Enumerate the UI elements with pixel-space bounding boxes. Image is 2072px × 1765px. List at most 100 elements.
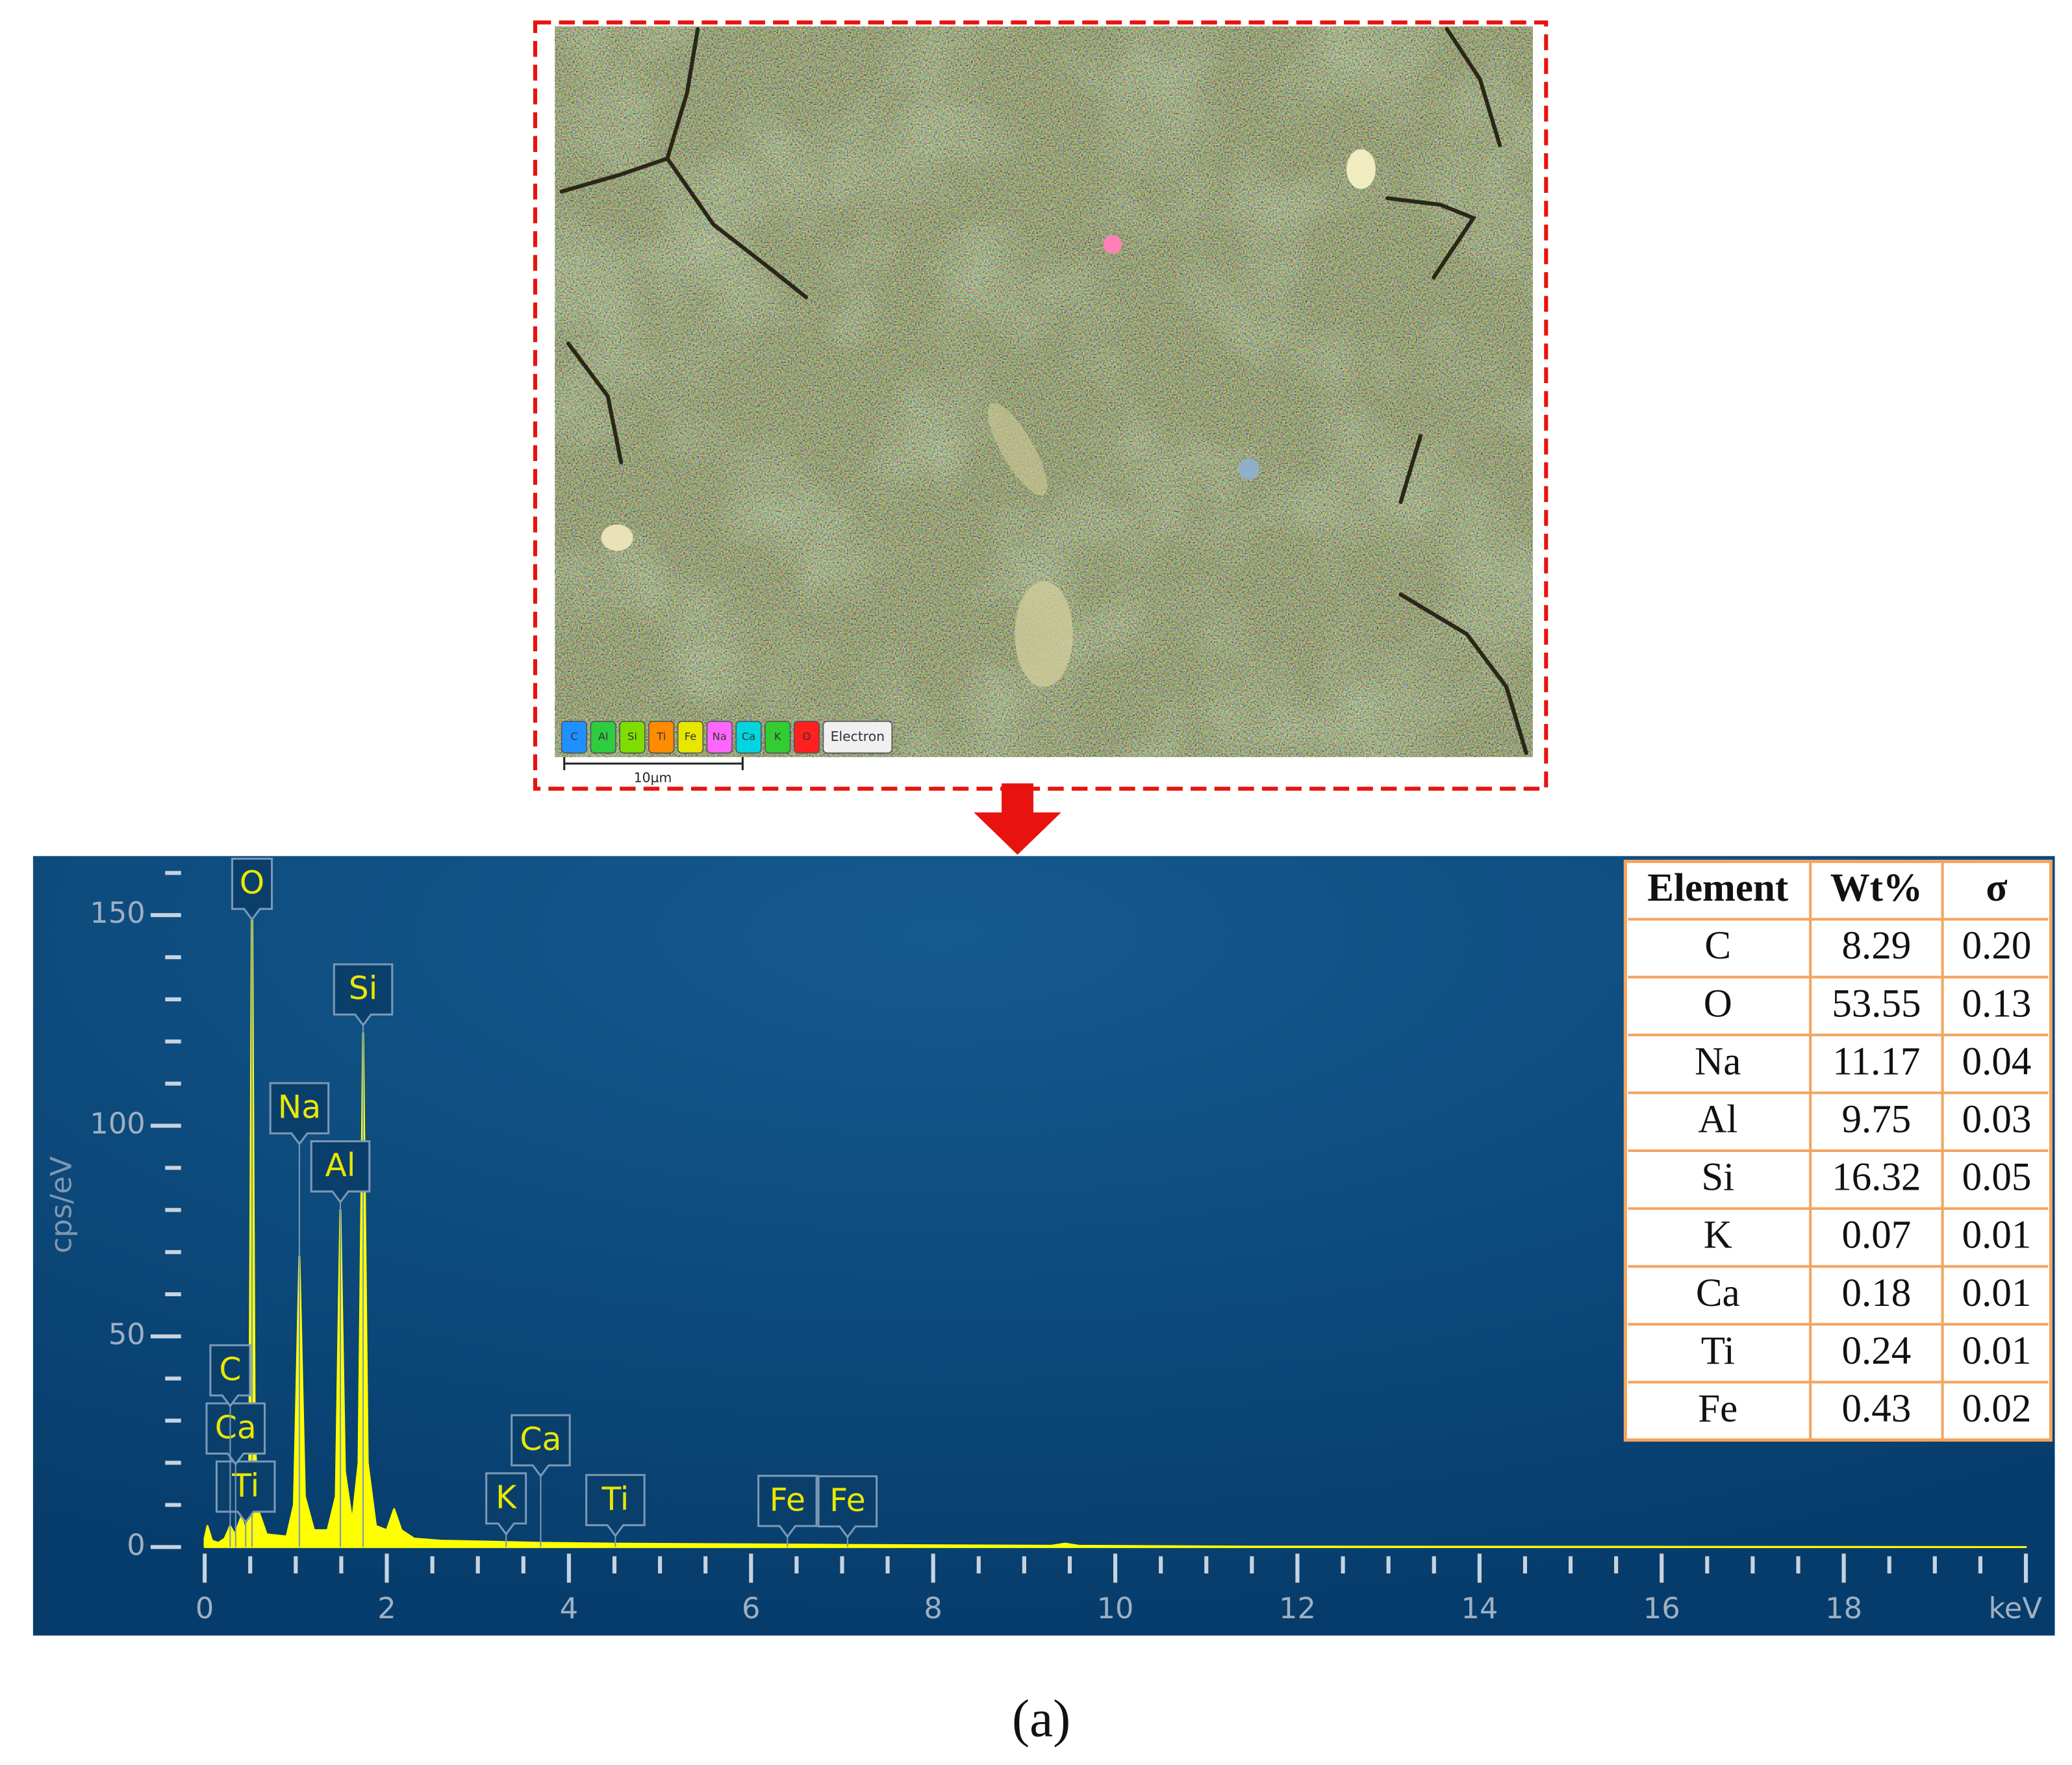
legend-chip [561,720,588,754]
x-tick-label: 6 [742,1591,760,1625]
crack [1398,592,1528,755]
legend-chip [706,720,733,754]
annotation-label: O [240,864,264,901]
annotation-box [817,1475,878,1539]
annotation-box [231,857,273,921]
crack [566,341,624,465]
crack [1398,434,1423,505]
caption: (a) [1012,1689,1070,1748]
scale-label: 10µm [634,770,672,785]
table-cell: 0.01 [1962,1214,2032,1257]
table-cell: 0.01 [1962,1271,2032,1315]
annotation-label: Ca [520,1421,561,1458]
annotation-label: Fe [829,1482,865,1519]
annotation-label: Al [325,1147,356,1184]
legend-chip [590,720,616,754]
legend-label: Ti [656,731,666,743]
table-cell: 0.04 [1962,1040,2032,1083]
legend-chip [619,720,646,754]
annotation-label: Na [278,1089,321,1126]
legend-label: Ca [742,731,755,743]
annotation-box [269,1082,330,1146]
legend-label: Electron [831,729,885,744]
x-tick-label: 16 [1643,1591,1680,1625]
legend-chip [764,720,791,754]
crack [1385,196,1477,280]
legend-label: Si [627,731,637,743]
table-cell: Ti [1701,1329,1735,1373]
annotation-box [757,1475,818,1538]
particles [601,149,1376,687]
table-cell: 53.55 [1832,982,1921,1025]
table-cell: 8.29 [1842,924,1912,968]
crack [1445,27,1502,147]
annotation-label: Ti [601,1481,629,1518]
annotation-label: Fe [770,1481,805,1518]
annotation-box [209,1344,251,1408]
particle [1015,581,1073,687]
spectrum [203,871,2027,1548]
down-arrow [974,783,1061,855]
x-tick-label: 2 [377,1591,396,1625]
x-tick-label: 14 [1461,1591,1498,1625]
annotation-box [215,1460,276,1524]
legend-label: K [774,731,782,743]
particle [1346,149,1376,189]
table-cell: Si [1701,1156,1734,1199]
table-cell: 0.24 [1842,1329,1912,1373]
table-cell: 16.32 [1832,1156,1921,1199]
annotation-box [585,1473,646,1538]
particle [1103,235,1122,254]
legend-chip [648,720,675,754]
legend-label: Al [598,731,609,743]
table-cell: 0.20 [1962,924,2032,968]
y-tick-label: 150 [90,895,145,930]
x-tick-label: 0 [196,1591,214,1625]
table-cell: 0.02 [1962,1387,2032,1431]
annotation-label: K [496,1479,518,1516]
highlight-border [533,20,1548,791]
y-tick-label: 50 [108,1317,145,1351]
annotation-box [333,963,394,1027]
table-cell: 11.17 [1832,1040,1920,1083]
table-cell: K [1704,1214,1732,1257]
legend-label: Fe [685,731,696,743]
legend-label: Na [713,731,727,743]
x-tick-label: 12 [1279,1591,1316,1625]
table-cell: 0.01 [1962,1329,2032,1373]
table-cell: Na [1695,1040,1741,1083]
table-cell: C [1704,924,1731,968]
annotation-box [485,1472,527,1536]
table-cell: 0.07 [1842,1214,1912,1257]
table-cell: 9.75 [1842,1097,1912,1141]
legend-chip [677,720,704,754]
annotation-box [511,1414,571,1478]
legend-label: C [570,731,577,743]
x-tick-label: keV [1989,1591,2043,1625]
annotation-label: C [219,1351,241,1388]
cracks [559,27,1528,755]
table-cell: Fe [1698,1387,1737,1431]
table-header: Wt% [1830,866,1923,910]
table-cell: Al [1698,1097,1737,1141]
table-cell: O [1704,982,1732,1025]
annotation-box [205,1402,266,1466]
table-cell: 0.03 [1962,1097,2032,1141]
composition-table: Element Wt% σ C 8.29 0.20 O 53.55 0.13 Na 11.17 0.0… [1623,859,2053,1442]
table-cell: 0.18 [1842,1271,1912,1315]
x-tick-label: 8 [924,1591,942,1625]
table-cell: Ca [1696,1271,1740,1315]
x-tick-label: 4 [560,1591,578,1625]
particle [987,403,1048,496]
annotation-label: Ca [215,1409,257,1446]
particle [1238,458,1259,480]
y-tick-label: 100 [90,1107,145,1141]
table-cell: 0.05 [1962,1156,2032,1199]
legend-label: O [803,731,811,743]
annotation-label: Si [349,970,378,1007]
table-header: σ [1986,866,2007,910]
table-cell: 0.13 [1962,982,2032,1025]
